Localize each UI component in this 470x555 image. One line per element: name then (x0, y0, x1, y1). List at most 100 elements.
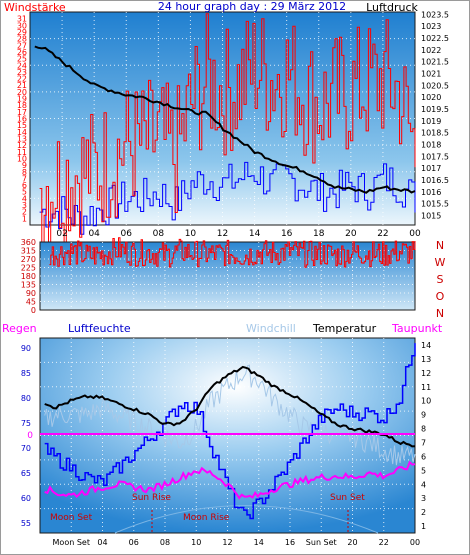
tick-label-hour: Sun Set (306, 538, 337, 547)
tick-label-hour: 02 (56, 229, 67, 239)
tick-label-hour: 08 (160, 538, 170, 547)
tick-label-hour: 08 (153, 229, 165, 239)
tick-label-temperature: 10 (421, 397, 431, 406)
tick-label-hour: 14 (254, 538, 264, 547)
tick-label-compass: N (436, 239, 444, 252)
tick-label-wind: 12 (17, 141, 27, 150)
tick-label-hour: 22 (379, 538, 389, 547)
tick-label-compass: O (436, 290, 445, 303)
tick-label-temperature: 4 (421, 480, 426, 489)
tick-label-direction: 135 (21, 281, 36, 290)
tick-label-direction: 270 (21, 255, 36, 264)
tick-label-direction: 360 (21, 238, 36, 247)
tick-label-hour: 06 (129, 538, 139, 547)
tick-label-temperature: 13 (421, 355, 431, 364)
tick-label-compass: S (437, 273, 444, 286)
series-line-taupunkt (44, 460, 416, 500)
tick-label-hour: 14 (249, 229, 261, 239)
tick-label-wind: 5 (22, 188, 27, 197)
tick-label-wind: 24 (17, 61, 27, 70)
tick-label-hour: 06 (121, 229, 133, 239)
tick-label-wind: 28 (17, 35, 27, 44)
tick-label-wind: 7 (22, 174, 27, 183)
tick-label-temperature: 1 (421, 522, 426, 531)
tick-label-wind: 14 (17, 128, 27, 137)
tick-label-humidity: 70 (21, 444, 31, 453)
tick-label-humidity: 55 (21, 519, 31, 528)
tick-label-hour: 20 (347, 538, 357, 547)
tick-label-direction: 0 (31, 306, 36, 315)
tick-label-pressure: 1018.5 (421, 129, 449, 138)
chart-title: 24 hour graph day : 29 März 2012 (158, 0, 346, 13)
tick-label-temperature: 14 (421, 341, 431, 350)
tick-label-pressure: 1022.5 (421, 34, 449, 43)
tick-label-wind: 29 (17, 28, 27, 37)
series-line-windboeen (39, 161, 416, 235)
tick-label-wind: 26 (17, 48, 27, 57)
series-line-windchill (44, 364, 416, 466)
rain-value-label: 0 (27, 431, 33, 441)
series-line-windrichtung (49, 237, 416, 268)
tick-label-humidity: 85 (21, 369, 31, 378)
tick-label-pressure: 1018 (421, 141, 441, 150)
tick-label-humidity: 80 (21, 394, 31, 403)
tick-label-pressure: 1015 (421, 212, 441, 221)
legend-regen: Regen (2, 322, 37, 335)
annotation-sun-rise: Sun Rise (132, 493, 171, 503)
tick-label-temperature: 8 (421, 425, 426, 434)
tick-label-direction: 180 (21, 272, 36, 281)
tick-label-wind: 30 (17, 21, 27, 30)
legend-temperatur: Temperatur (312, 322, 377, 335)
tick-label-direction: 225 (21, 264, 36, 273)
tick-label-wind: 2 (22, 208, 27, 217)
series-line-windstaerke (39, 13, 416, 247)
tick-label-wind: 4 (22, 194, 27, 203)
left-axis-label: Windstärke (4, 1, 66, 14)
tick-label-wind: 31 (17, 15, 27, 24)
tick-label-wind: 18 (17, 101, 27, 110)
tick-label-pressure: 1016 (421, 188, 441, 197)
tick-label-wind: 9 (22, 161, 27, 170)
tick-label-wind: 3 (22, 201, 27, 210)
tick-label-pressure: 1017 (421, 164, 441, 173)
tick-label-pressure: 1020.5 (421, 81, 449, 90)
tick-label-wind: 23 (17, 68, 27, 77)
tick-label-hour: Moon Set (53, 538, 90, 547)
tick-label-hour: 18 (313, 229, 325, 239)
tick-label-wind: 13 (17, 134, 27, 143)
tick-label-hour: 20 (345, 229, 357, 239)
tick-label-pressure: 1017.5 (421, 152, 449, 161)
series-line-luftfeuchte (44, 343, 416, 520)
annotation-sun-set: Sun Set (330, 493, 365, 503)
annotation-moon-rise: Moon Rise (183, 513, 230, 523)
series-line-luftdruck (34, 45, 416, 194)
tick-label-hour: 16 (285, 538, 295, 547)
right-axis-label: Luftdruck (366, 1, 418, 14)
tick-label-hour: 10 (185, 229, 197, 239)
tick-label-temperature: 3 (421, 494, 426, 503)
tick-label-wind: 15 (17, 121, 27, 130)
tick-label-pressure: 1023 (421, 22, 441, 31)
tick-label-pressure: 1021.5 (421, 58, 449, 67)
tick-label-temperature: 11 (421, 383, 431, 392)
tick-label-wind: 27 (17, 41, 27, 50)
tick-label-pressure: 1021 (421, 70, 441, 79)
tick-label-wind: 17 (17, 108, 27, 117)
tick-label-humidity: 75 (21, 419, 31, 428)
tick-label-temperature: 7 (421, 438, 426, 447)
tick-label-temperature: 2 (421, 508, 426, 517)
tick-label-hour: 16 (281, 229, 293, 239)
tick-label-direction: 45 (26, 298, 36, 307)
tick-label-temperature: 9 (421, 411, 426, 420)
tick-label-pressure: 1020 (421, 93, 441, 102)
tick-label-wind: 19 (17, 95, 27, 104)
tick-label-hour: 04 (97, 538, 107, 547)
tick-label-hour: 22 (377, 229, 388, 239)
tick-label-wind: 1 (22, 214, 27, 223)
tick-label-wind: 16 (17, 115, 27, 124)
tick-label-wind: 6 (22, 181, 27, 190)
legend-taupunkt: Taupunkt (391, 322, 443, 335)
tick-label-temperature: 5 (421, 466, 426, 475)
tick-label-hour: 12 (217, 229, 228, 239)
